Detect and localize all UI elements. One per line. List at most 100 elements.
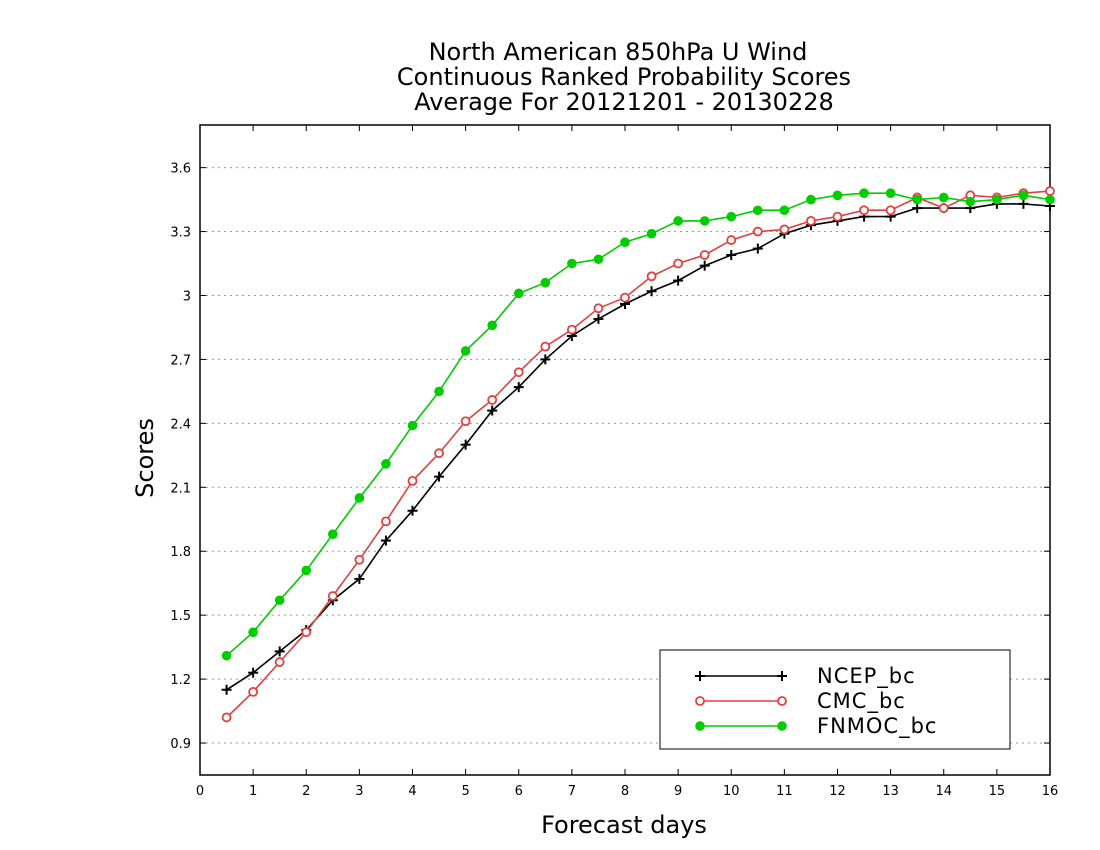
- data-point-ncep-bc: [673, 275, 684, 286]
- data-point-ncep-bc: [540, 354, 551, 365]
- x-tick-label: 10: [723, 784, 740, 799]
- data-point-fnmoc-bc: [699, 216, 710, 226]
- data-point-fnmoc-bc: [646, 228, 657, 239]
- y-tick-label: 3.3: [170, 226, 191, 241]
- data-point-ncep-bc: [593, 313, 604, 324]
- data-point-cmc-bc: [806, 216, 816, 226]
- data-point-fnmoc-bc: [567, 258, 577, 269]
- data-point-fnmoc-bc: [593, 254, 604, 265]
- x-tick-label: 12: [829, 784, 846, 799]
- data-point-cmc-bc: [248, 686, 259, 697]
- legend-marker: [695, 721, 705, 731]
- data-point-cmc-bc: [752, 226, 763, 237]
- x-tick-label: 3: [355, 784, 363, 799]
- data-point-fnmoc-bc: [407, 420, 418, 431]
- title-line-3: Average For 20121201 - 20130228: [414, 88, 834, 116]
- data-point-ncep-bc: [460, 439, 471, 450]
- data-point-cmc-bc: [726, 235, 737, 245]
- data-point-cmc-bc: [566, 324, 577, 335]
- legend-marker: [777, 671, 787, 681]
- data-point-fnmoc-bc: [859, 188, 869, 198]
- data-point-fnmoc-bc: [248, 627, 258, 638]
- data-point-cmc-bc: [859, 205, 869, 216]
- y-tick-label: 3: [183, 289, 191, 304]
- x-tick-label: 4: [408, 784, 416, 799]
- data-point-cmc-bc: [327, 591, 338, 601]
- data-point-cmc-bc: [646, 271, 657, 282]
- data-point-fnmoc-bc: [885, 188, 896, 198]
- legend-item-ncep-bc: NCEP_bc: [695, 664, 916, 689]
- legend-label: NCEP_bc: [817, 664, 916, 689]
- legend-marker: [777, 721, 787, 731]
- y-tick-label: 2.7: [170, 353, 191, 368]
- data-point-cmc-bc: [301, 627, 312, 638]
- x-axis: 0 1 2 3 4 5 6 7 8 9 10 11 12 13 14 15 16: [196, 125, 1058, 799]
- data-point-cmc-bc: [673, 258, 684, 269]
- data-point-ncep-bc: [726, 250, 737, 260]
- data-point-ncep-bc: [248, 667, 259, 678]
- data-point-fnmoc-bc: [301, 565, 312, 576]
- data-point-fnmoc-bc: [381, 459, 391, 469]
- legend-box: [659, 649, 1011, 750]
- y-tick-label: 1.8: [170, 545, 191, 560]
- series-line-cmc-bc: [226, 190, 1051, 719]
- data-point-ncep-bc: [221, 684, 232, 695]
- data-point-cmc-bc: [938, 203, 949, 214]
- data-point-ncep-bc: [646, 286, 657, 297]
- data-point-ncep-bc: [274, 646, 285, 657]
- data-point-fnmoc-bc: [221, 650, 232, 661]
- data-point-ncep-bc: [1018, 198, 1029, 209]
- data-point-fnmoc-bc: [806, 194, 816, 205]
- chart-title: North American 850hPa U Wind Continuous …: [397, 38, 851, 116]
- data-point-fnmoc-bc: [938, 192, 949, 203]
- y-axis-label: Scores: [131, 418, 159, 498]
- series-line-ncep-bc: [226, 203, 1051, 691]
- data-point-ncep-bc: [513, 382, 524, 393]
- data-point-cmc-bc: [593, 303, 604, 314]
- x-tick-label: 1: [249, 784, 257, 799]
- x-tick-label: 16: [1042, 784, 1059, 799]
- data-point-fnmoc-bc: [460, 346, 471, 356]
- data-point-fnmoc-bc: [1045, 194, 1055, 205]
- series-cmc-bc: [221, 186, 1055, 723]
- data-point-cmc-bc: [885, 205, 896, 216]
- data-point-ncep-bc: [487, 405, 498, 416]
- data-point-fnmoc-bc: [487, 320, 497, 331]
- series-ncep-bc: [221, 198, 1055, 695]
- legend-item-cmc-bc: CMC_bc: [695, 689, 905, 714]
- legend-marker: [777, 696, 787, 706]
- data-point-fnmoc-bc: [513, 288, 524, 299]
- data-point-fnmoc-bc: [328, 529, 338, 539]
- data-point-cmc-bc: [487, 395, 498, 405]
- title-line-1: North American 850hPa U Wind: [429, 38, 808, 66]
- x-tick-label: 13: [882, 784, 899, 799]
- data-point-cmc-bc: [274, 657, 285, 667]
- x-tick-label: 2: [302, 784, 310, 799]
- legend-marker: [695, 696, 705, 706]
- data-point-ncep-bc: [912, 203, 923, 214]
- data-point-ncep-bc: [752, 243, 763, 254]
- data-point-fnmoc-bc: [726, 211, 737, 222]
- data-point-cmc-bc: [513, 367, 524, 378]
- data-point-cmc-bc: [460, 416, 471, 427]
- x-tick-label: 14: [935, 784, 952, 799]
- x-tick-label: 15: [989, 784, 1006, 799]
- x-axis-label: Forecast days: [541, 811, 707, 839]
- series-layer: [221, 186, 1055, 723]
- title-line-2: Continuous Ranked Probability Scores: [397, 63, 851, 91]
- data-point-ncep-bc: [380, 535, 391, 546]
- data-point-fnmoc-bc: [620, 237, 630, 248]
- data-point-cmc-bc: [779, 224, 790, 235]
- data-point-cmc-bc: [1045, 186, 1055, 196]
- data-point-cmc-bc: [354, 554, 365, 565]
- data-point-fnmoc-bc: [274, 595, 285, 606]
- data-point-cmc-bc: [434, 448, 444, 459]
- y-tick-label: 1.5: [170, 609, 191, 624]
- data-point-fnmoc-bc: [434, 386, 444, 397]
- data-point-cmc-bc: [407, 476, 418, 486]
- data-point-ncep-bc: [407, 505, 418, 516]
- data-point-fnmoc-bc: [753, 205, 763, 216]
- legend-label: FNMOC_bc: [817, 714, 937, 739]
